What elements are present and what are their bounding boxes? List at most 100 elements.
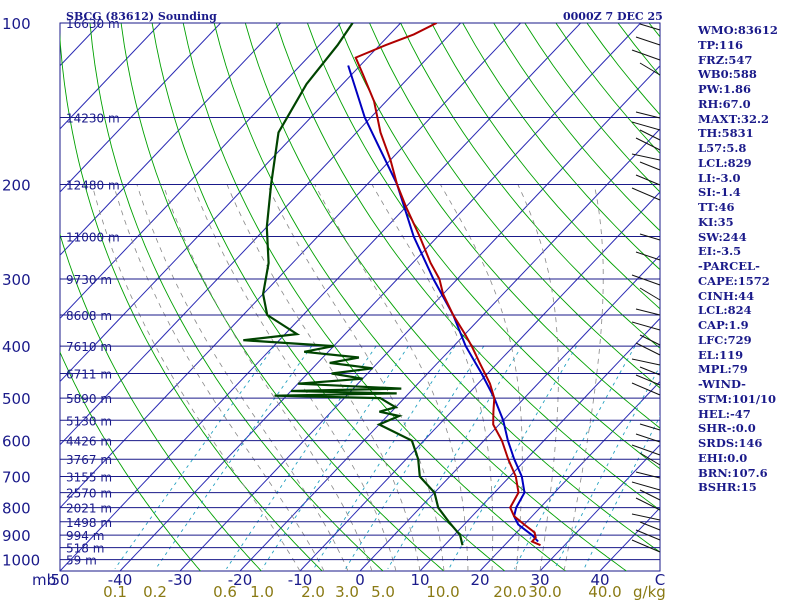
mixing-ratio-line xyxy=(513,345,636,570)
height-label: 3767 m xyxy=(66,453,112,467)
pressure-tick-label: 300 xyxy=(2,271,31,289)
wind-barb xyxy=(635,137,661,151)
dry-adiabat-line xyxy=(89,23,384,571)
pressure-tick-label: 700 xyxy=(2,469,31,487)
index-line: BSHR:15 xyxy=(698,480,757,495)
axis-unit-label: mb xyxy=(32,571,56,589)
pressure-tick-label: 1000 xyxy=(2,552,40,570)
index-line: FRZ:547 xyxy=(698,52,753,67)
mixing-ratio-line xyxy=(226,345,377,570)
moist-adiabat-line xyxy=(226,184,421,571)
wind-barb xyxy=(635,174,661,186)
temperature-unit-label: C xyxy=(655,571,665,589)
wind-barb xyxy=(635,342,661,356)
wind-barb xyxy=(635,308,661,316)
pressure-tick-label: 500 xyxy=(2,390,31,408)
index-line: WMO:83612 xyxy=(698,23,778,37)
index-line: EI:-3.5 xyxy=(698,244,742,259)
temperature-tick-label: -40 xyxy=(108,571,133,589)
isotherm-line xyxy=(60,23,341,320)
wind-barb xyxy=(631,274,661,286)
height-label: 518 m xyxy=(66,542,104,556)
moist-adiabat-line xyxy=(517,184,559,571)
wind-barb xyxy=(639,23,661,31)
mixing-ratio-label: 3.0 xyxy=(335,583,359,600)
moist-adiabat-line xyxy=(113,184,325,571)
wind-barb xyxy=(639,129,661,141)
wind-barb xyxy=(635,471,661,479)
temperature-tick-label: 30 xyxy=(530,571,549,589)
index-line: CINH:44 xyxy=(698,288,755,303)
mixing-ratio-label: 0.2 xyxy=(143,583,167,600)
wind-barb xyxy=(639,233,661,241)
mixing-ratio-label: 10.0 xyxy=(426,583,459,600)
height-label: 5130 m xyxy=(66,414,112,428)
index-line: WB0:588 xyxy=(698,67,757,82)
height-label: 12480 m xyxy=(66,179,120,193)
dry-adiabat-line xyxy=(369,23,660,389)
mixing-ratio-label: 30.0 xyxy=(528,583,561,600)
height-label: 1498 m xyxy=(66,516,112,530)
index-line: TH:5831 xyxy=(698,126,754,141)
wind-barb xyxy=(639,334,661,346)
wind-barb xyxy=(635,433,661,443)
dry-adiabat-line xyxy=(306,23,660,470)
isotherm-line xyxy=(60,23,401,383)
height-label: 4426 m xyxy=(66,435,112,449)
isotherm-line xyxy=(479,380,660,571)
moist-adiabat-line xyxy=(136,184,349,571)
isotherm-line xyxy=(599,507,660,571)
index-line: CAPE:1572 xyxy=(698,273,770,288)
wind-barb xyxy=(635,497,661,511)
wind-barb xyxy=(639,62,661,76)
mixing-ratio-label: 0.6 xyxy=(213,583,237,600)
index-line: TT:46 xyxy=(698,200,735,214)
wind-barb xyxy=(639,423,661,431)
sounding-time: 0000Z 7 DEC 25 xyxy=(563,10,663,23)
isotherm-line xyxy=(60,23,281,256)
pressure-tick-label: 800 xyxy=(2,500,31,518)
wind-barb xyxy=(631,321,661,331)
height-label-top: 16630 m xyxy=(66,17,120,31)
wind-barb xyxy=(631,49,661,61)
pressure-tick-label: 100 xyxy=(2,15,31,33)
temperature-tick-label: 10 xyxy=(410,571,429,589)
index-line: LI:-3.0 xyxy=(698,170,741,185)
mixing-ratio-label: 5.0 xyxy=(371,583,395,600)
wind-barb xyxy=(631,481,661,491)
isotherm-line xyxy=(419,317,660,571)
wind-barb xyxy=(639,521,661,531)
mixing-ratio-line xyxy=(448,345,577,570)
height-label: 3155 m xyxy=(66,471,112,485)
height-label: 9730 m xyxy=(66,273,112,287)
wind-barb xyxy=(639,452,661,466)
index-line: -PARCEL- xyxy=(698,259,760,273)
temperature-tick-label: 0 xyxy=(355,571,365,589)
wind-barb xyxy=(631,444,661,456)
wind-barb xyxy=(635,529,661,541)
wind-barb xyxy=(631,121,661,131)
height-label: 994 m xyxy=(66,529,104,543)
wind-barb xyxy=(639,366,661,376)
moist-adiabat-line xyxy=(563,184,604,571)
sounding-indices-panel: WMO:83612 TP:116 FRZ:547 WB0:588 PW:1.86 RH:6… xyxy=(698,23,798,495)
mixing-ratio-line xyxy=(554,365,660,569)
temperature-tick-label: -30 xyxy=(168,571,193,589)
wind-barb xyxy=(631,513,661,521)
pressure-tick-label: 400 xyxy=(2,338,31,356)
index-line: PW:1.86 xyxy=(698,82,752,96)
wind-barb xyxy=(631,382,661,396)
height-label: 2570 m xyxy=(66,487,112,501)
height-label: 2021 m xyxy=(66,502,112,516)
index-line: RH:67.0 xyxy=(698,96,751,111)
parcel-trace xyxy=(347,65,539,543)
isotherm-line xyxy=(60,23,581,571)
mixing-ratio-line xyxy=(114,345,275,570)
dry-adiabat-line xyxy=(462,23,660,271)
wind-barb xyxy=(631,187,661,201)
mixing-ratio-label: 1.0 xyxy=(250,583,274,600)
index-line: MPL:79 xyxy=(698,362,748,377)
height-label: 8608 m xyxy=(66,309,112,323)
isotherm-line xyxy=(60,23,521,509)
